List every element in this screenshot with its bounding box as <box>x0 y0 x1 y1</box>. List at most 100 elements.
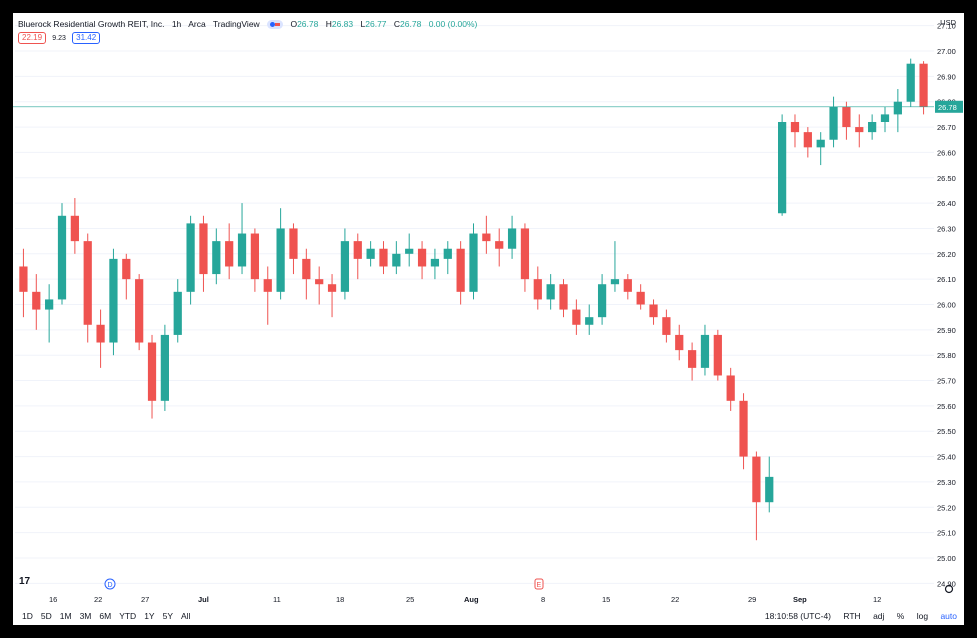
adjust-button[interactable]: adj <box>873 611 885 621</box>
y-tick-label: 25.30 <box>937 478 956 487</box>
dividend-marker-label: D <box>108 582 113 589</box>
x-tick-label: 18 <box>336 595 344 604</box>
range-button-5d[interactable]: 5D <box>40 611 52 621</box>
x-tick-label: 27 <box>141 595 149 604</box>
y-tick-label: 26.90 <box>937 72 956 81</box>
open-value: 26.78 <box>297 19 319 29</box>
candle-body <box>289 228 298 259</box>
candle-body <box>533 279 542 300</box>
candlestick-chart[interactable]: 24.90 25.00 25.10 25.20 25.30 25.40 25.50 25.60… <box>13 13 964 625</box>
bottom-toolbar: 1D 5D 1M 3M 6M YTD 1Y 5Y All 18:10:58 (UTC-4) RT… <box>13 606 964 625</box>
candle-body <box>507 228 517 249</box>
y-tick-label: 26.30 <box>937 224 956 233</box>
candle-body <box>315 279 324 285</box>
change-value: 0.00 (0.00%) <box>428 19 478 29</box>
settings-gear-icon[interactable] <box>944 584 954 594</box>
source-label: TradingView <box>212 19 260 29</box>
candle-body <box>726 375 735 401</box>
candle-body <box>790 121 800 133</box>
candle-body <box>546 284 555 300</box>
candle-body <box>495 241 504 249</box>
percent-button[interactable]: % <box>896 611 905 621</box>
candle-body <box>778 121 787 214</box>
candle-body <box>392 253 401 267</box>
range-buttons: 1D 5D 1M 3M 6M YTD 1Y 5Y All <box>22 611 198 621</box>
y-tick-label: 26.00 <box>937 301 956 310</box>
x-tick-label: 22 <box>671 595 679 604</box>
candle-body <box>109 258 118 343</box>
candle-body <box>237 233 247 267</box>
range-button-ytd[interactable]: YTD <box>119 611 137 621</box>
candle-body <box>868 121 877 133</box>
session-button[interactable]: RTH <box>843 611 861 621</box>
candle-body <box>160 334 169 401</box>
auto-button[interactable]: auto <box>940 611 957 621</box>
candle-body <box>765 476 774 503</box>
range-button-5y[interactable]: 5Y <box>162 611 173 621</box>
y-tick-label: 26.50 <box>937 174 956 183</box>
candle-body <box>855 127 864 133</box>
visibility-toggle-icon[interactable] <box>267 20 284 30</box>
candle-body <box>482 233 491 242</box>
range-button-1m[interactable]: 1M <box>59 611 72 621</box>
candle-body <box>405 248 414 254</box>
chart-header: Bluerock Residential Growth REIT, Inc. 1… <box>18 19 487 30</box>
currency-label[interactable]: USD <box>940 18 956 27</box>
candle-body <box>469 233 478 292</box>
x-tick-label: 8 <box>541 595 545 604</box>
y-tick-label: 25.90 <box>937 326 956 335</box>
candle-body <box>366 248 375 259</box>
x-tick-label: 25 <box>406 595 414 604</box>
candle-body <box>906 63 915 102</box>
earnings-marker-label: E <box>537 582 542 589</box>
y-tick-label: 26.70 <box>937 123 956 132</box>
range-button-3m[interactable]: 3M <box>79 611 92 621</box>
candle-body <box>700 334 710 368</box>
range-button-1y[interactable]: 1Y <box>144 611 155 621</box>
candle-body <box>19 266 28 292</box>
range-button-1d[interactable]: 1D <box>22 611 33 621</box>
candle-body <box>893 101 902 115</box>
log-button[interactable]: log <box>916 611 929 621</box>
x-tick-label: Sep <box>793 595 807 604</box>
y-tick-label: 25.50 <box>937 427 956 436</box>
x-tick-label: 15 <box>602 595 610 604</box>
candle-body <box>610 279 620 285</box>
candle-body <box>173 291 182 335</box>
candle-body <box>880 114 890 122</box>
y-tick-label: 27.00 <box>937 47 956 56</box>
candle-body <box>186 223 195 292</box>
candle-body <box>379 248 388 267</box>
dividend-marker-icon <box>104 578 116 590</box>
ohlc-readout: O26.78 H26.83 L26.77 C26.78 0.00 (0.00%) <box>290 19 478 29</box>
candle-body <box>276 228 285 292</box>
range-button-6m[interactable]: 6M <box>99 611 112 621</box>
y-tick-label: 25.60 <box>937 402 956 411</box>
candle-body <box>597 284 607 318</box>
candle-body <box>842 106 851 128</box>
earnings-marker-icon <box>534 578 544 590</box>
last-price-badge <box>935 100 963 113</box>
candle-body <box>83 241 92 325</box>
candle-body <box>456 248 465 292</box>
candle-body <box>417 248 427 267</box>
indicator-mid-value: 9.23 <box>52 35 66 42</box>
candle-body <box>430 258 440 267</box>
range-button-all[interactable]: All <box>181 611 191 621</box>
x-tick-label: 12 <box>873 595 881 604</box>
y-tick-label: 25.00 <box>937 554 956 563</box>
exchange-label: Arca <box>188 19 206 29</box>
y-tick-label: 26.10 <box>937 275 956 284</box>
symbol-title[interactable]: Bluerock Residential Growth REIT, Inc. <box>18 19 165 29</box>
x-tick-label: 22 <box>94 595 102 604</box>
interval-label[interactable]: 1h <box>171 19 182 29</box>
candle-body <box>713 334 722 376</box>
candle-body <box>675 334 684 351</box>
candle-body <box>212 241 221 275</box>
indicator-right-badge: 31.42 <box>72 32 101 44</box>
candle-body <box>649 304 658 318</box>
candle-body <box>57 215 67 300</box>
candle-body <box>199 223 208 275</box>
candle-body <box>45 299 54 310</box>
candle-body <box>520 228 530 280</box>
